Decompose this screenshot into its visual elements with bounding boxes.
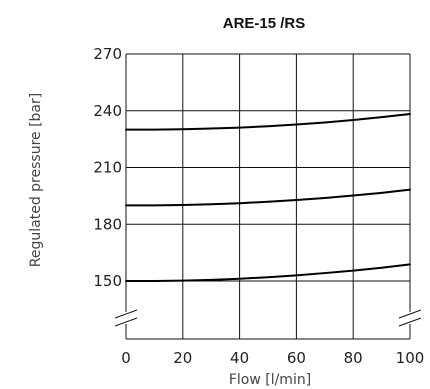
x-tick-label: 80 xyxy=(344,349,363,367)
x-tick-label: 0 xyxy=(121,349,131,367)
x-tick-label: 20 xyxy=(173,349,192,367)
x-tick-label: 40 xyxy=(230,349,249,367)
y-tick-label: 240 xyxy=(93,102,122,120)
y-tick-label: 180 xyxy=(93,215,122,233)
axis-break-gap-0 xyxy=(122,312,130,324)
axis-break-stroke-0-1 xyxy=(114,317,138,327)
axis-break-stroke-0-0 xyxy=(114,309,138,319)
series-line-1 xyxy=(125,188,411,207)
y-tick-label: 270 xyxy=(93,45,122,63)
y-axis-label: Regulated pressure [bar] xyxy=(28,93,44,267)
y-tick-label: 150 xyxy=(93,272,122,290)
x-tick-label: 100 xyxy=(396,349,425,367)
x-tick-labels: 0 20 40 60 80 100 xyxy=(121,349,424,367)
y-tick-label: 210 xyxy=(93,159,122,177)
chart-title: ARE-15 /RS xyxy=(223,15,306,32)
series-group xyxy=(125,112,411,282)
series-line-2 xyxy=(125,263,411,282)
series-line-0 xyxy=(125,112,411,131)
axis-break-stroke-1-1 xyxy=(398,317,422,327)
y-tick-labels: 150 180 210 240 270 xyxy=(93,45,122,290)
axis-break-stroke-1-0 xyxy=(398,309,422,319)
axis-break-marks xyxy=(114,309,422,327)
axis-break-gap-1 xyxy=(406,312,414,324)
grid xyxy=(125,53,411,340)
x-tick-label: 60 xyxy=(287,349,306,367)
x-axis-label: Flow [l/min] xyxy=(229,372,311,388)
